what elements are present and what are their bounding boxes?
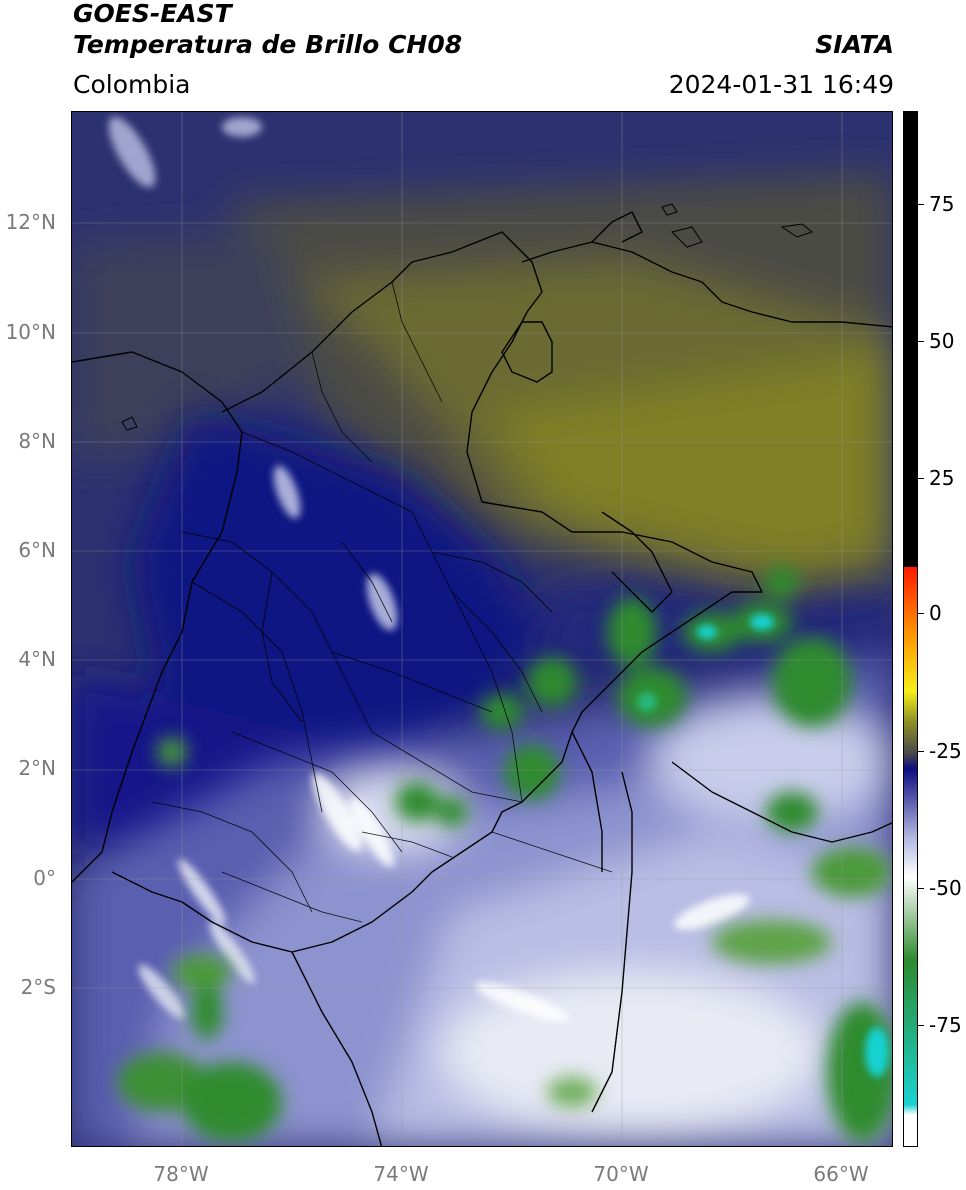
product-title-line2: Temperatura de Brillo CH08 (73, 30, 463, 59)
department-borders (151, 281, 613, 923)
cloud-filaments (108, 116, 750, 1022)
country-borders (72, 211, 892, 1146)
colorbar-label-0: 0 (929, 601, 942, 625)
colorbar (903, 111, 918, 1147)
lat-label-2n: 2°N (18, 756, 56, 780)
lat-label-6n: 6°N (18, 538, 56, 562)
islands (121, 203, 814, 431)
lon-label-74w: 74°W (373, 1162, 429, 1186)
colorbar-label-75: 75 (929, 192, 955, 216)
lat-label-12n: 12°N (5, 210, 56, 234)
lon-label-78w: 78°W (153, 1162, 209, 1186)
convective-area (72, 652, 892, 1146)
colorbar-tick (918, 204, 924, 205)
lat-label-10n: 10°N (5, 320, 56, 344)
colorbar-tick (918, 888, 924, 889)
cold-cloud-tops (117, 566, 892, 1142)
colorbar-tick (918, 613, 924, 614)
colorbar-tick (918, 478, 924, 479)
satellite-image (72, 112, 892, 1146)
colorbar-label-25: 25 (929, 466, 955, 490)
coldest-cloud-cores (637, 614, 889, 1077)
colorbar-label-50: 50 (929, 329, 955, 353)
colorbar-tick (918, 1025, 924, 1026)
lon-label-66w: 66°W (813, 1162, 869, 1186)
lat-label-0: 0° (33, 866, 56, 890)
lat-label-4n: 4°N (18, 647, 56, 671)
brand-label: SIATA (815, 30, 894, 59)
colorbar-label-minus75: -75 (929, 1013, 962, 1037)
colorbar-label-minus25: -25 (929, 739, 962, 763)
datetime-label: 2024-01-31 16:49 (668, 70, 894, 99)
product-title-line1: GOES-EAST (73, 0, 232, 28)
colorbar-label-minus50: -50 (929, 876, 962, 900)
graticule (72, 112, 892, 1146)
dry-air-region (72, 172, 892, 612)
lat-label-8n: 8°N (18, 429, 56, 453)
colorbar-tick (918, 341, 924, 342)
lat-label-2s: 2°S (20, 975, 56, 999)
map-panel[interactable] (71, 111, 893, 1147)
lon-label-70w: 70°W (593, 1162, 649, 1186)
colorbar-tick (918, 751, 924, 752)
region-label: Colombia (73, 70, 191, 99)
